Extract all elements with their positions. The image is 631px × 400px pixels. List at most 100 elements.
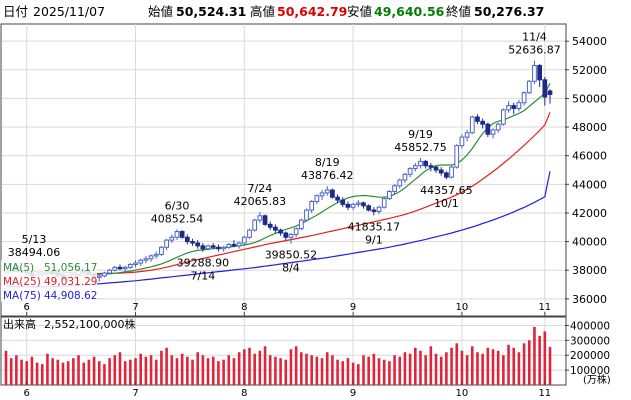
volume-bar xyxy=(206,358,210,385)
volume-bar xyxy=(30,356,34,385)
candle-body xyxy=(392,185,397,192)
ma-legend: MA(5) 51,056.17 MA(25) 49,031.29 MA(75) … xyxy=(1,260,97,302)
volume-bar xyxy=(507,344,510,385)
volume-bar xyxy=(470,346,474,385)
volume-bar xyxy=(517,352,521,385)
volume-bar xyxy=(56,359,60,385)
candle-body xyxy=(495,123,501,131)
volume-bar xyxy=(331,355,334,385)
volume-bar xyxy=(279,358,282,385)
candle-body xyxy=(418,160,423,167)
annotation-date: 7/24 xyxy=(248,182,273,195)
candle-body xyxy=(532,65,537,82)
volume-bar xyxy=(408,353,412,385)
volume-bar xyxy=(191,359,194,385)
volume-bar xyxy=(243,349,246,385)
volume-bar xyxy=(144,356,148,385)
volume-bar xyxy=(414,347,417,385)
volume-bar xyxy=(548,347,552,385)
candle-body xyxy=(221,246,226,250)
candle-body xyxy=(267,223,273,228)
candle-body xyxy=(304,209,309,221)
volume-bar xyxy=(274,356,277,385)
candle-body xyxy=(231,243,237,247)
price-y-tick-label: 48000 xyxy=(572,121,607,134)
candle-body xyxy=(179,231,185,238)
candle-body xyxy=(412,165,418,170)
volume-x-tick-label: 11 xyxy=(538,388,551,399)
candle-body xyxy=(293,228,299,235)
volume-bar xyxy=(66,361,70,385)
volume-bar xyxy=(341,361,345,385)
candle-body xyxy=(200,245,206,250)
volume-bar xyxy=(429,346,433,385)
volume-x-tick-label: 6 xyxy=(24,388,30,399)
candle-body xyxy=(298,219,304,230)
volume-header: 出来高 2,552,100,000株 xyxy=(3,317,135,331)
close-label: 終値 xyxy=(446,4,471,19)
candle-body xyxy=(195,242,201,247)
candle-body xyxy=(288,233,294,238)
volume-bar xyxy=(367,356,370,385)
candle-body xyxy=(438,169,444,174)
volume-bar xyxy=(284,359,288,385)
volume-bar xyxy=(258,350,262,385)
volume-bar xyxy=(455,343,459,385)
price-y-tick-label: 54000 xyxy=(572,35,607,48)
annotation-value: 45852.75 xyxy=(394,141,447,154)
price-y-tick-label: 44000 xyxy=(572,178,607,191)
candle-body xyxy=(148,255,154,260)
candle-body xyxy=(464,132,470,138)
annotation-date: 11/4 xyxy=(522,31,547,44)
volume-x-axis: 6 7 8 9 10 11 xyxy=(24,381,551,399)
candle-body xyxy=(387,190,392,200)
candle-body xyxy=(127,263,133,268)
candle-body xyxy=(397,179,403,187)
volume-bar xyxy=(222,359,225,385)
volume-bar xyxy=(92,356,96,385)
candle-body xyxy=(112,266,118,271)
candle-body xyxy=(469,116,475,134)
annotation-date: 8/4 xyxy=(282,262,300,275)
price-x-tick-label: 11 xyxy=(538,302,551,313)
candle-body xyxy=(184,236,190,243)
high-label: 高値 xyxy=(250,4,275,19)
volume-bar xyxy=(527,340,531,385)
annotation-value: 43876.42 xyxy=(301,169,354,182)
volume-bar xyxy=(300,352,303,385)
candle-body xyxy=(454,145,460,168)
candle-body xyxy=(96,275,102,278)
volume-bar xyxy=(351,362,355,385)
candle-body xyxy=(330,189,335,198)
annotation-date: 9/19 xyxy=(408,128,433,141)
candle-body xyxy=(164,239,169,248)
volume-bar xyxy=(129,359,132,385)
candle-body xyxy=(459,136,465,147)
volume-bar xyxy=(445,352,448,385)
volume-x-tick-label: 10 xyxy=(456,388,469,399)
candle-body xyxy=(371,209,377,213)
price-y-tick-label: 36000 xyxy=(572,293,607,306)
volume-bar xyxy=(434,353,438,385)
volume-bar xyxy=(403,352,407,385)
annotation-value: 44357.65 xyxy=(420,184,473,197)
candle-body xyxy=(283,232,289,238)
candle-body xyxy=(210,245,216,248)
volume-bar xyxy=(305,353,308,385)
volume-bar xyxy=(336,359,339,385)
volume-bar xyxy=(227,355,231,385)
volume-bar xyxy=(77,355,80,385)
volume-bar xyxy=(165,347,168,385)
candle-body xyxy=(542,79,548,98)
price-header: 日付 2025/11/07 始値 50,524.31 高値 50,642.79 … xyxy=(3,4,544,19)
candle-body xyxy=(449,166,454,178)
candle-body xyxy=(537,65,543,81)
volume-bar xyxy=(543,331,547,385)
annotation-value: 41835.17 xyxy=(348,220,401,233)
volume-bar xyxy=(154,359,158,385)
volume-bar xyxy=(46,353,49,385)
volume-bar xyxy=(294,346,298,385)
volume-bar xyxy=(134,358,137,385)
volume-bar xyxy=(108,358,111,385)
